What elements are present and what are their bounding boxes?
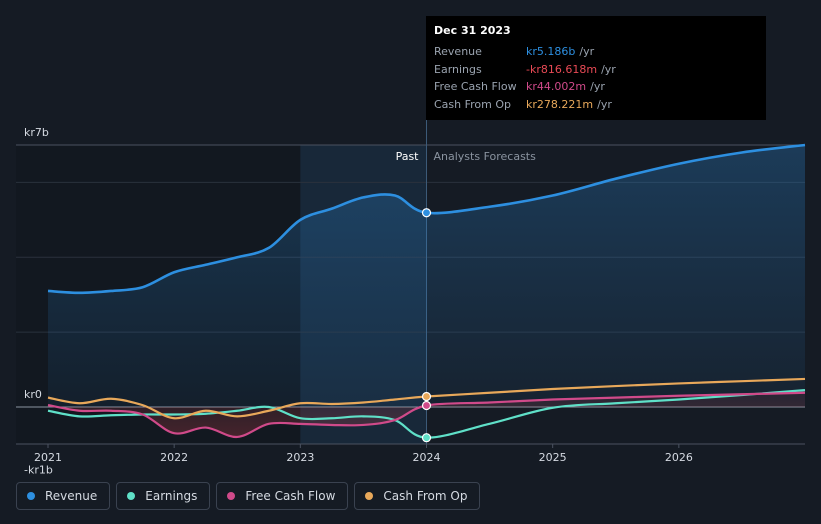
- marker-cash-from-op: [421, 391, 432, 402]
- legend-label: Free Cash Flow: [245, 489, 336, 503]
- tooltip-label: Earnings: [434, 62, 482, 76]
- legend-item-cash-from-op[interactable]: Cash From Op: [354, 482, 481, 510]
- marker-earnings: [421, 433, 432, 443]
- series-line-revenue: [47, 143, 806, 295]
- x-tick-label: 2025: [539, 451, 567, 464]
- x-tick-label: 2022: [160, 451, 188, 464]
- dot-icon: [27, 492, 35, 500]
- tooltip-unit: /yr: [597, 97, 612, 111]
- series-line-free-cash-flow: [47, 391, 806, 439]
- legend-label: Revenue: [45, 489, 98, 503]
- legend-item-earnings[interactable]: Earnings: [116, 482, 211, 510]
- tooltip-unit: /yr: [579, 45, 595, 59]
- forecast-label: Analysts Forecasts: [434, 150, 537, 163]
- legend-label: Earnings: [145, 489, 198, 503]
- series-line-cash-from-op: [47, 377, 806, 420]
- legend: Revenue Earnings Free Cash Flow Cash Fro…: [16, 482, 481, 510]
- tooltip-value: kr278.221m: [526, 97, 594, 111]
- marker-free-cash-flow: [421, 400, 432, 411]
- tooltip-unit: /yr: [601, 62, 616, 76]
- legend-label: Cash From Op: [383, 489, 468, 503]
- tooltip-row-free-cash-flow: Free Cash Flow kr44.002m /yr: [434, 78, 758, 96]
- series-area-revenue: [48, 145, 805, 407]
- tooltip-label: Cash From Op: [434, 97, 512, 111]
- tooltip-unit: /yr: [590, 80, 605, 94]
- tooltip-label: Free Cash Flow: [434, 80, 517, 94]
- past-label: Past: [396, 150, 420, 163]
- marker-revenue: [421, 208, 432, 218]
- y-axis-label: kr7b: [24, 126, 49, 139]
- dot-icon: [127, 492, 136, 500]
- dot-icon: [365, 492, 374, 500]
- tooltip-row-revenue: Revenue kr5.186b /yr: [434, 43, 758, 61]
- x-tick-label: 2021: [34, 451, 62, 464]
- y-axis-label: -kr1b: [24, 463, 53, 476]
- tooltip-value: -kr816.618m: [526, 62, 598, 76]
- tooltip-label: Revenue: [434, 45, 482, 59]
- legend-item-revenue[interactable]: Revenue: [16, 482, 111, 510]
- tooltip-date: Dec 31 2023: [434, 24, 511, 37]
- dot-icon: [227, 492, 236, 500]
- tooltip: Dec 31 2023 Revenue kr5.186b /yr Earning…: [426, 16, 766, 120]
- tooltip-value: kr44.002m: [526, 80, 587, 94]
- y-axis-label: kr0: [24, 388, 42, 401]
- x-tick-label: 2024: [413, 451, 441, 464]
- x-tick-label: 2026: [665, 451, 693, 464]
- tooltip-value: kr5.186b: [526, 45, 576, 59]
- tooltip-row-earnings: Earnings -kr816.618m /yr: [434, 61, 758, 79]
- tooltip-row-cash-from-op: Cash From Op kr278.221m /yr: [434, 96, 758, 114]
- x-tick-label: 2023: [286, 451, 314, 464]
- legend-item-free-cash-flow[interactable]: Free Cash Flow: [216, 482, 349, 510]
